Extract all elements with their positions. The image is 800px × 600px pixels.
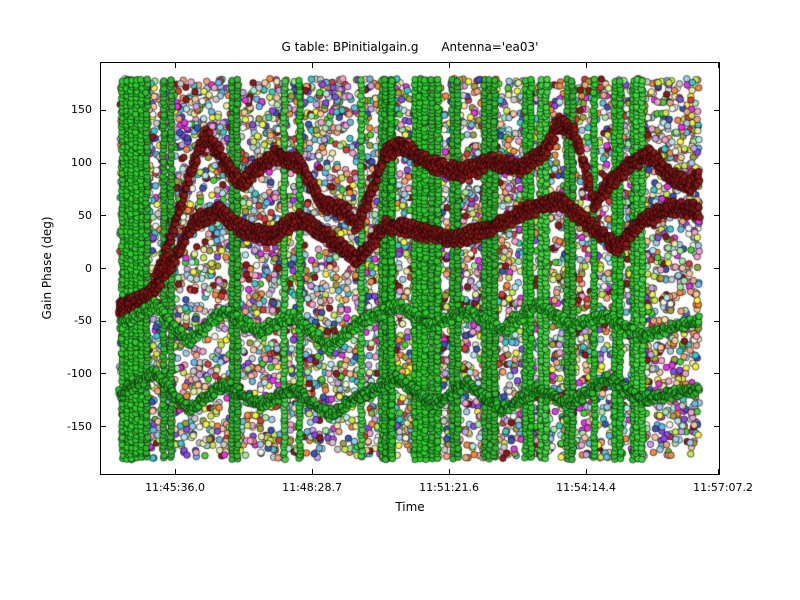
x-tick-mark <box>717 63 719 68</box>
x-tick-mark <box>448 469 450 474</box>
y-tick-mark <box>101 268 106 269</box>
y-tick-mark <box>714 109 719 111</box>
plot-title: G table: BPinitialgain.g Antenna='ea03' <box>281 40 539 54</box>
y-tick-label: 0 <box>85 261 92 275</box>
x-tick-label: 11:48:28.7 <box>282 481 342 494</box>
x-tick-mark <box>311 469 313 474</box>
y-tick-mark <box>101 320 106 322</box>
y-tick-mark <box>101 162 106 164</box>
x-tick-mark <box>585 469 587 474</box>
x-tick-mark <box>717 469 719 474</box>
y-tick-label: -50 <box>74 314 92 328</box>
y-tick-label: -150 <box>67 419 92 433</box>
y-tick-label: 100 <box>71 156 92 170</box>
y-tick-mark <box>101 426 106 428</box>
y-tick-mark <box>714 373 719 375</box>
x-tick-mark <box>585 63 587 68</box>
scatter-canvas <box>101 63 719 474</box>
y-tick-label: 150 <box>71 103 92 117</box>
y-tick-mark <box>714 320 719 322</box>
x-tick-mark <box>174 469 176 474</box>
y-tick-mark <box>101 215 106 217</box>
x-tick-label: 11:57:07.2 <box>693 481 754 494</box>
x-tick-label: 11:54:14.4 <box>556 481 617 494</box>
x-tick-label: 11:45:36.0 <box>145 481 205 494</box>
x-tick-mark <box>448 63 450 68</box>
y-tick-mark <box>101 373 106 375</box>
y-tick-mark <box>101 109 106 111</box>
x-tick-mark <box>174 63 176 68</box>
y-tick-mark <box>714 268 719 269</box>
y-tick-label: -100 <box>67 366 92 380</box>
x-tick-mark <box>311 63 313 68</box>
y-tick-mark <box>714 162 719 164</box>
y-tick-label: 50 <box>78 208 92 222</box>
x-axis-label: Time <box>395 500 425 514</box>
x-tick-label: 11:51:21.6 <box>419 481 479 494</box>
plot-area <box>100 62 720 475</box>
y-tick-mark <box>714 215 719 217</box>
y-tick-mark <box>714 426 719 428</box>
